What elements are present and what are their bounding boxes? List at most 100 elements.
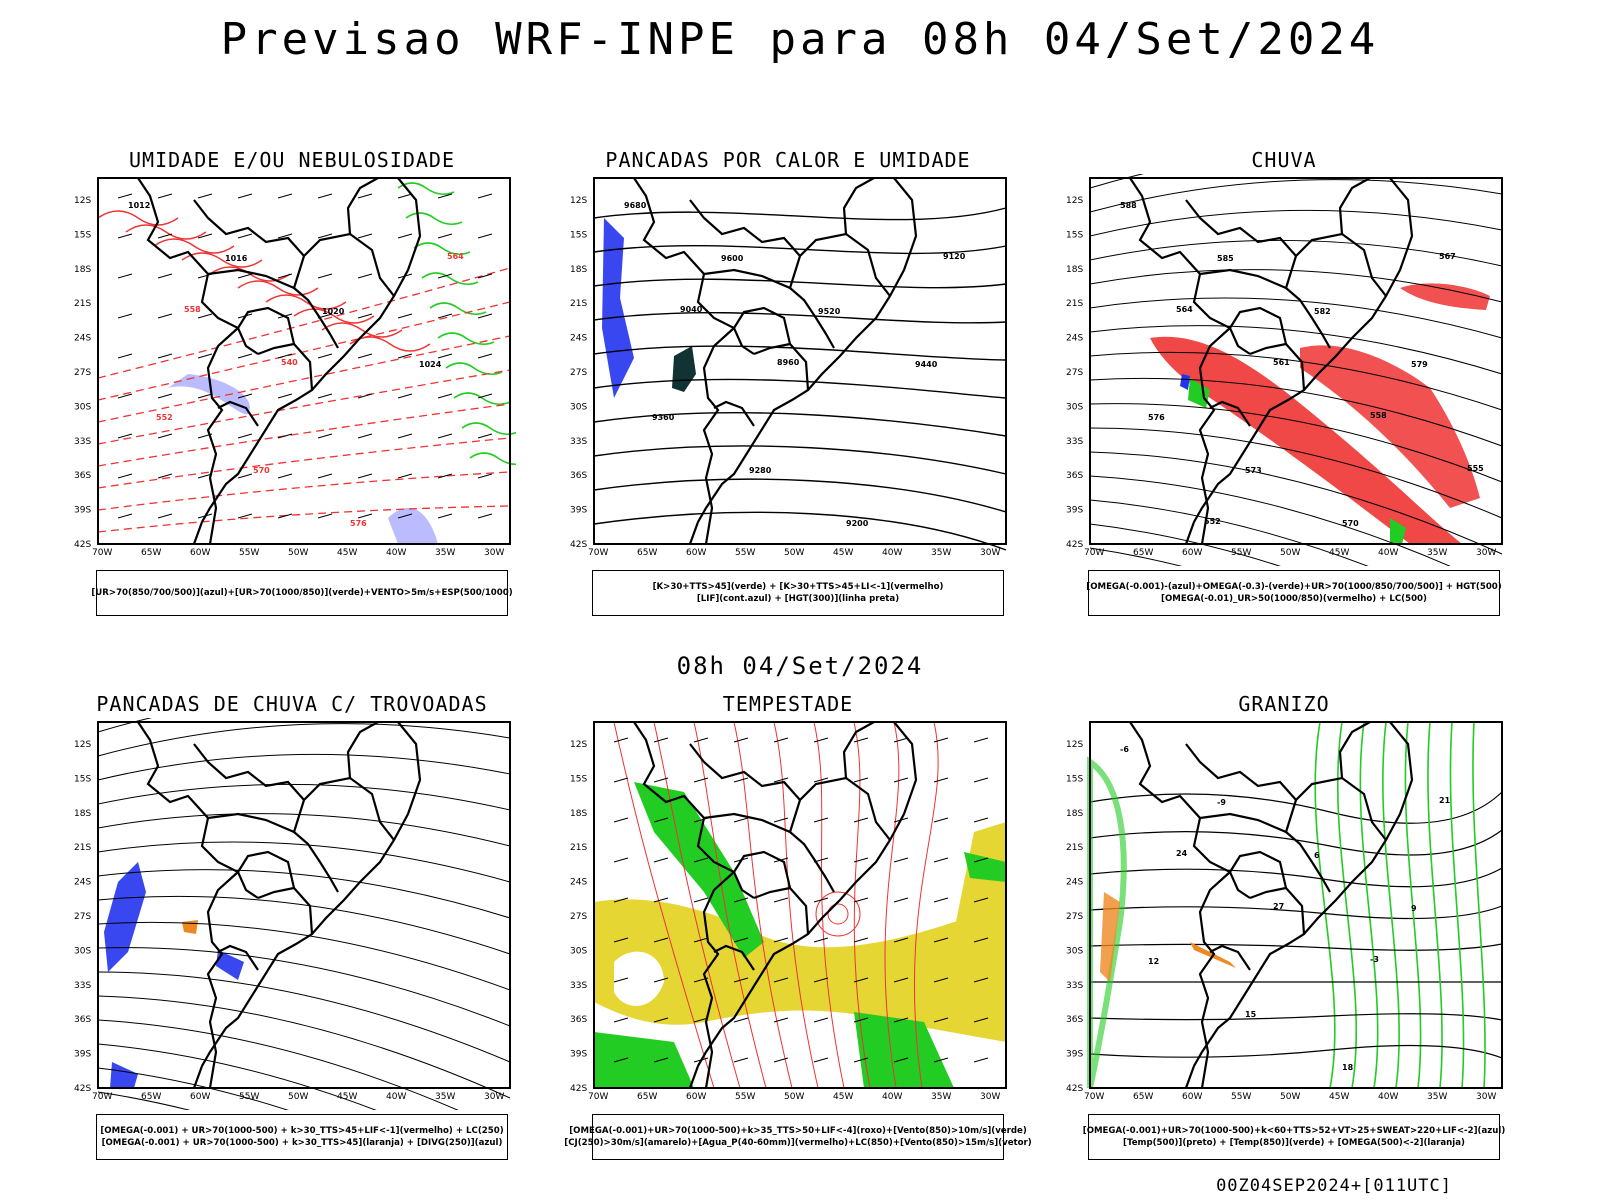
legend-line: [OMEGA(-0.001)-(azul)+OMEGA(-0.3)-(verde…: [1086, 582, 1502, 592]
lon-label: 30W: [1476, 1092, 1496, 1102]
lon-label: 45W: [337, 548, 357, 558]
lon-label: 60W: [686, 548, 706, 558]
panel-title: TEMPESTADE: [722, 692, 854, 716]
lon-label: 60W: [1182, 1092, 1202, 1102]
lon-label: 55W: [239, 1092, 259, 1102]
contour-label: 9600: [721, 254, 744, 263]
lat-label: 30S: [1066, 402, 1083, 412]
contour-label: 552: [156, 413, 173, 422]
panel-title: CHUVA: [1251, 148, 1317, 172]
lat-label: 39S: [1066, 1050, 1083, 1060]
contour-label: 21: [1439, 796, 1451, 805]
map-granizo: -6 -9 6 9 12 15 18 21 24 27 -3 12S 15S 18S 21S 24S 27S 30…: [1066, 721, 1503, 1102]
lon-label: 35W: [1427, 1092, 1447, 1102]
lat-label: 39S: [1066, 506, 1083, 516]
lon-label: 30W: [1476, 548, 1496, 558]
lat-label: 42S: [1066, 1084, 1083, 1094]
lon-label: 70W: [92, 1092, 112, 1102]
lat-label: 21S: [1066, 843, 1083, 853]
contour-label: 24: [1176, 849, 1188, 858]
lat-label: 24S: [74, 878, 91, 888]
lat-label: 15S: [74, 230, 91, 240]
panel-pancadas: PANCADAS POR CALOR E UMIDADE 9680 9600 9520…: [568, 148, 1008, 618]
lon-label: 50W: [784, 548, 804, 558]
lon-label: 50W: [784, 1092, 804, 1102]
contour-label: 15: [1245, 1010, 1257, 1019]
contour-label: -3: [1370, 955, 1379, 964]
lon-label: 45W: [1329, 1092, 1349, 1102]
lat-label: 39S: [570, 1050, 587, 1060]
lon-label: 30W: [484, 548, 504, 558]
contour-label: 576: [350, 519, 367, 528]
lon-label: 65W: [141, 1092, 161, 1102]
lat-label: 18S: [1066, 809, 1083, 819]
panel-umidade: UMIDADE E/OU NEBULOSIDADE 1012 1016 1020 102…: [72, 148, 516, 618]
lat-label: 42S: [570, 540, 587, 550]
lon-label: 35W: [1427, 548, 1447, 558]
lat-label: 30S: [1066, 946, 1083, 956]
lat-label: 21S: [570, 299, 587, 309]
lon-label: 70W: [588, 1092, 608, 1102]
contour-label: 18: [1342, 1063, 1354, 1072]
lat-label: 36S: [1066, 471, 1083, 481]
panel-title: GRANIZO: [1238, 692, 1330, 716]
lat-label: 18S: [570, 809, 587, 819]
lon-label: 50W: [288, 548, 308, 558]
lon-label: 45W: [1329, 548, 1349, 558]
lon-label: 65W: [1133, 1092, 1153, 1102]
page-title: Previsao WRF-INPE para 08h 04/Set/2024: [220, 14, 1380, 65]
lat-label: 33S: [570, 981, 587, 991]
lon-label: 70W: [1084, 1092, 1104, 1102]
contour-label: 582: [1314, 307, 1331, 316]
legend-line: [UR>70(850/700/500)](azul)+[UR>70(1000/8…: [91, 588, 513, 598]
lon-label: 40W: [386, 1092, 406, 1102]
lat-label: 36S: [570, 471, 587, 481]
lat-label: 27S: [570, 912, 587, 922]
contour-label: 588: [1120, 201, 1137, 210]
lat-label: 42S: [1066, 540, 1083, 550]
contour-label: 9040: [680, 305, 703, 314]
legend-line: [OMEGA(-0.001)+UR>70(1000-500)+k<60+TTS>…: [1082, 1126, 1506, 1136]
lat-label: 30S: [74, 402, 91, 412]
lat-label: 15S: [570, 774, 587, 784]
lat-label: 15S: [74, 774, 91, 784]
contour-label: 573: [1245, 466, 1262, 475]
lat-label: 36S: [74, 1015, 91, 1025]
lat-label: 12S: [74, 740, 91, 750]
lower-row-title: 08h 04/Set/2024: [676, 652, 924, 680]
lat-label: 39S: [74, 1050, 91, 1060]
contour-label: 1020: [322, 307, 345, 316]
map-chuva: 588 585 582 579 576 573 570 567 564 561 558 555 552 1…: [1066, 174, 1503, 566]
lat-label: 24S: [570, 878, 587, 888]
lat-label: 18S: [1066, 265, 1083, 275]
contour-label: 570: [1342, 519, 1359, 528]
lon-label: 65W: [637, 1092, 657, 1102]
lat-label: 12S: [570, 196, 587, 206]
contour-label: 552: [1204, 517, 1221, 526]
lon-label: 60W: [686, 1092, 706, 1102]
lat-label: 12S: [570, 740, 587, 750]
lon-label: 70W: [588, 548, 608, 558]
lat-label: 24S: [570, 334, 587, 344]
contour-label: 9680: [624, 201, 647, 210]
lat-label: 27S: [74, 368, 91, 378]
lon-label: 65W: [141, 548, 161, 558]
legend-box: [OMEGA(-0.001)+UR>70(1000-500)+k<60+TTS>…: [1083, 1114, 1505, 1160]
lon-label: 40W: [1378, 548, 1398, 558]
panel-title: UMIDADE E/OU NEBULOSIDADE: [128, 148, 456, 172]
contour-label: 558: [184, 305, 201, 314]
lat-label: 42S: [74, 540, 91, 550]
lon-label: 45W: [833, 1092, 853, 1102]
lon-label: 35W: [931, 548, 951, 558]
lon-label: 50W: [1280, 1092, 1300, 1102]
lat-label: 12S: [1066, 196, 1083, 206]
contour-label: 9: [1411, 904, 1417, 913]
lon-label: 60W: [1182, 548, 1202, 558]
legend-line: [K>30+TTS>45](verde) + [K>30+TTS>45+LI<-…: [652, 582, 944, 592]
lon-label: 60W: [190, 548, 210, 558]
contour-label: 558: [1370, 411, 1387, 420]
lat-label: 21S: [74, 843, 91, 853]
panel-granizo: GRANIZO -6 -9 6 9 12 15 18 21 24 27 -3 12S 15S 18S 21S 2…: [1064, 692, 1505, 1162]
lon-label: 55W: [1231, 1092, 1251, 1102]
lat-label: 36S: [74, 471, 91, 481]
